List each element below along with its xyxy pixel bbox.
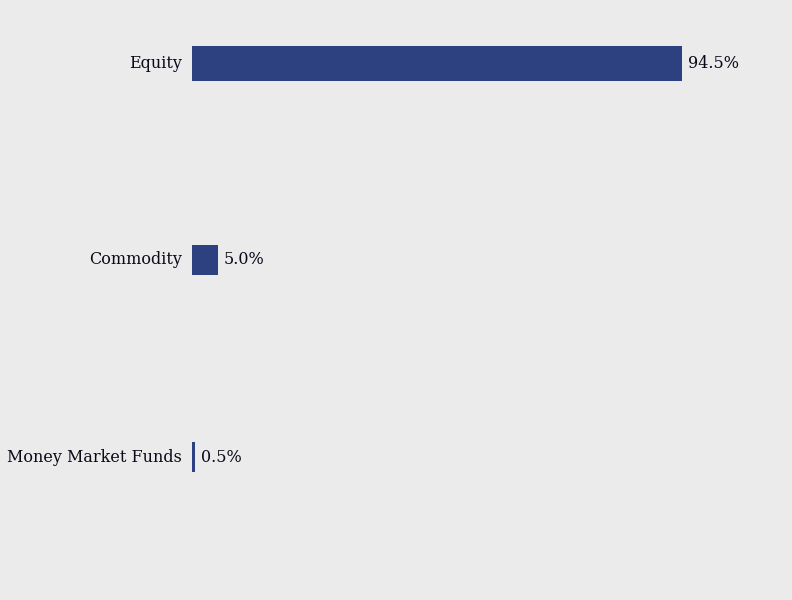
Text: Equity: Equity: [129, 55, 182, 71]
Bar: [192, 442, 195, 472]
Bar: [192, 46, 682, 80]
Text: 0.5%: 0.5%: [201, 449, 242, 466]
Text: 94.5%: 94.5%: [688, 55, 739, 71]
Text: 5.0%: 5.0%: [224, 251, 265, 269]
Text: Money Market Funds: Money Market Funds: [7, 449, 182, 466]
Text: Commodity: Commodity: [89, 251, 182, 269]
Bar: [192, 245, 218, 275]
